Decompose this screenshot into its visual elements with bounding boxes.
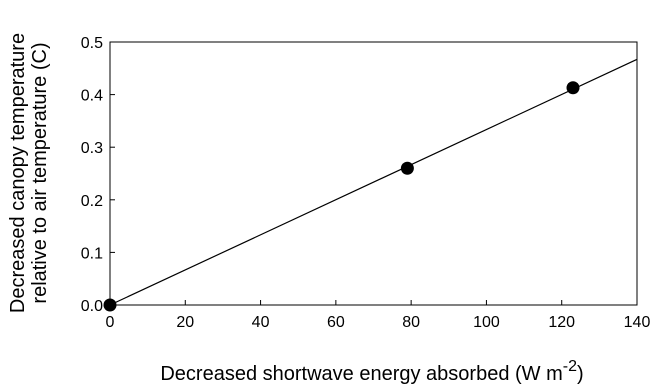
- x-axis-label-superscript: -2: [563, 358, 577, 375]
- x-tick-label: 80: [402, 314, 420, 331]
- x-axis-label: Decreased shortwave energy absorbed (W m…: [160, 358, 583, 385]
- y-axis-label-line1: Decreased canopy temperature: [7, 33, 29, 313]
- y-axis-label-line2: relative to air temperature (C): [29, 42, 51, 303]
- y-tick-label: 0.4: [81, 88, 103, 105]
- y-tick-label: 0.1: [81, 245, 103, 262]
- data-points: [103, 81, 580, 312]
- x-tick-label: 60: [327, 314, 345, 331]
- data-point: [566, 81, 580, 95]
- x-tick-label: 140: [624, 314, 651, 331]
- data-point: [400, 161, 414, 175]
- x-tick-label: 0: [106, 314, 115, 331]
- y-tick-label: 0.3: [81, 140, 103, 157]
- plot-frame: [109, 41, 638, 306]
- x-tick-label: 100: [473, 314, 500, 331]
- y-tick-label: 0.2: [81, 193, 103, 210]
- y-tick-label: 0.0: [81, 298, 103, 315]
- x-axis: 0 20 40 60 80 100 120 140: [106, 300, 651, 331]
- data-point: [103, 298, 117, 312]
- y-tick-label: 0.5: [81, 35, 103, 52]
- x-tick-label: 20: [176, 314, 194, 331]
- y-axis: 0.0 0.1 0.2 0.3 0.4 0.5: [81, 35, 115, 315]
- x-tick-label: 120: [548, 314, 575, 331]
- regression-line: [109, 58, 638, 306]
- x-tick-label: 40: [252, 314, 270, 331]
